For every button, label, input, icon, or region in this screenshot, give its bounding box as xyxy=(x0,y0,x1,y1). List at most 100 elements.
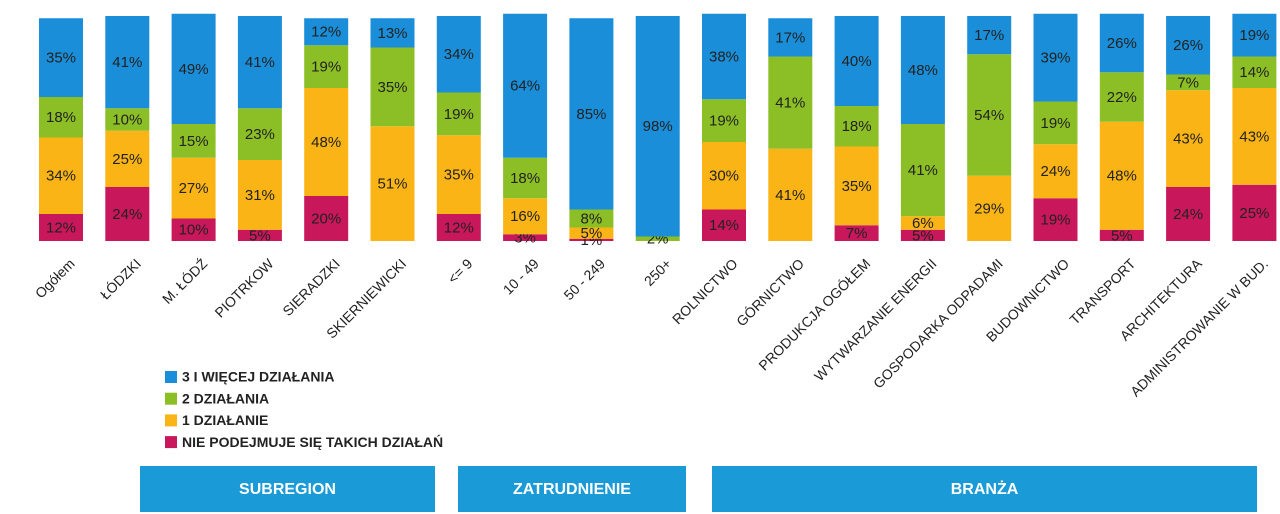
value-label: 40% xyxy=(842,53,872,70)
value-label: 38% xyxy=(709,48,739,65)
x-tick-label: TRANSPORT xyxy=(1066,255,1139,328)
value-label: 19% xyxy=(1040,115,1070,132)
value-label: 17% xyxy=(775,29,805,46)
value-label: 27% xyxy=(179,180,209,197)
value-label: 8% xyxy=(581,210,603,227)
value-label: 26% xyxy=(1107,35,1137,52)
bar-segment xyxy=(1166,90,1211,187)
value-label: 12% xyxy=(46,219,76,236)
bar-segment xyxy=(503,198,548,235)
value-label: 51% xyxy=(377,176,407,193)
bar-segment xyxy=(237,108,282,160)
bar-segment xyxy=(768,18,813,57)
x-tick-label: PIOTRKOW xyxy=(211,255,277,321)
legend-label: NIE PODEJMUJE SIĘ TAKICH DZIAŁAŃ xyxy=(182,434,443,450)
bar-segment xyxy=(171,124,216,158)
x-tick-label: WYTWARZANIE ENERGII xyxy=(811,255,940,384)
value-label: 26% xyxy=(1173,37,1203,54)
value-label: 49% xyxy=(179,61,209,78)
value-label: 6% xyxy=(912,215,934,232)
bar-segment xyxy=(304,45,349,88)
x-tick-label: SIERADZKI xyxy=(279,255,343,319)
group-box xyxy=(712,466,1257,512)
value-label: 7% xyxy=(1177,74,1199,91)
value-label: 48% xyxy=(311,134,341,151)
value-label: 19% xyxy=(1239,27,1269,44)
bar-segment xyxy=(768,56,813,149)
value-label: 5% xyxy=(912,227,934,244)
x-tick-label: ADMINISTROWANIE W BUD. xyxy=(1127,255,1271,399)
bar-segment xyxy=(1033,101,1078,145)
bar-segment xyxy=(105,130,150,187)
bar-segment xyxy=(237,160,282,230)
group-label: ZATRUDNIENIE xyxy=(513,481,631,498)
bar-segment xyxy=(171,218,216,241)
bar-segment xyxy=(635,236,680,241)
x-tick-label: M. ŁÓDŹ xyxy=(159,255,211,307)
bar-segment xyxy=(1033,198,1078,241)
value-label: 25% xyxy=(1239,205,1269,222)
bar-segment xyxy=(967,175,1012,241)
bar-segment xyxy=(702,209,746,241)
value-label: 35% xyxy=(444,167,474,184)
value-label: 41% xyxy=(775,187,805,204)
bar-segment xyxy=(436,214,481,241)
value-label: 43% xyxy=(1239,128,1269,145)
x-tick-label: ŁÓDZKI xyxy=(97,255,144,302)
bar-segment xyxy=(171,157,216,219)
value-label: 12% xyxy=(311,24,341,41)
bar-segment xyxy=(1166,16,1211,75)
bar-segment xyxy=(1232,184,1277,241)
legend-swatch xyxy=(165,414,177,427)
x-tick-label: 10 - 49 xyxy=(500,255,542,297)
bar-segment xyxy=(900,216,945,230)
bar-segment xyxy=(1099,72,1144,122)
bar-segment xyxy=(39,97,83,138)
bar-segment xyxy=(304,196,349,241)
value-label: 30% xyxy=(709,168,739,185)
bar-segment xyxy=(39,18,83,97)
value-label: 13% xyxy=(377,25,407,42)
value-label: 31% xyxy=(245,187,275,204)
value-label: 20% xyxy=(311,210,341,227)
bar-segment xyxy=(436,16,481,93)
value-label: 35% xyxy=(377,79,407,96)
value-label: 41% xyxy=(245,54,275,71)
bar-segment xyxy=(171,13,216,124)
value-label: 24% xyxy=(1173,206,1203,223)
value-label: 15% xyxy=(179,133,209,150)
value-label: 34% xyxy=(46,168,76,185)
bar-segment xyxy=(1099,13,1144,73)
legend-label: 3 I WIĘCEJ DZIAŁANIA xyxy=(182,369,334,385)
value-label: 85% xyxy=(576,106,606,123)
bar-segment xyxy=(834,225,879,241)
bar-segment xyxy=(1166,187,1211,241)
value-label: 39% xyxy=(1040,50,1070,67)
bar-segment xyxy=(1232,13,1277,57)
value-label: 18% xyxy=(46,109,76,126)
group-box xyxy=(458,466,686,512)
value-label: 18% xyxy=(842,118,872,135)
bar-segment xyxy=(503,157,548,199)
x-tick-label: PRODUKCJA OGÓŁEM xyxy=(755,255,873,373)
value-label: 18% xyxy=(510,170,540,187)
value-label: 16% xyxy=(510,208,540,225)
value-label: 98% xyxy=(643,118,673,135)
value-label: 41% xyxy=(775,95,805,112)
x-tick-label: 250+ xyxy=(641,255,675,289)
bar-segment xyxy=(503,13,548,158)
value-label: 54% xyxy=(974,107,1004,124)
bar-segment xyxy=(436,92,481,136)
bar-segment xyxy=(1166,74,1211,91)
group-label: SUBREGION xyxy=(239,481,336,498)
bar-segment xyxy=(702,99,746,142)
value-label: 34% xyxy=(444,46,474,63)
bar-segment xyxy=(900,124,945,217)
value-label: 22% xyxy=(1107,89,1137,106)
bar-segment xyxy=(569,18,614,210)
bar-segment xyxy=(1033,144,1078,199)
value-label: 19% xyxy=(311,59,341,76)
value-label: 14% xyxy=(709,217,739,234)
bar-segment xyxy=(569,227,614,239)
